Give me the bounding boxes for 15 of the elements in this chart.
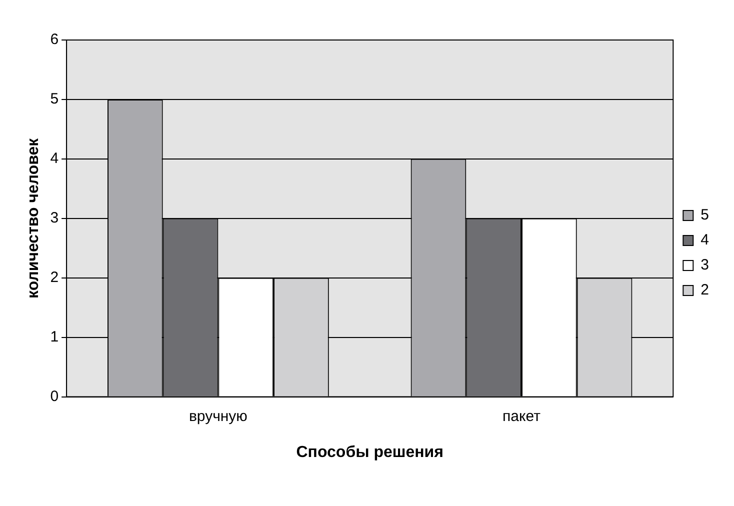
y-tick-label: 4 bbox=[50, 150, 59, 168]
legend-label: 2 bbox=[700, 282, 709, 299]
y-tick-label: 5 bbox=[50, 90, 59, 108]
legend-label: 4 bbox=[700, 232, 709, 249]
y-tick-label: 1 bbox=[50, 328, 59, 346]
x-tick-label: пакет bbox=[502, 408, 541, 425]
y-axis-title: количество человек bbox=[25, 137, 42, 298]
y-tick-label: 6 bbox=[50, 31, 59, 48]
y-tick-label: 3 bbox=[50, 210, 59, 227]
legend-label: 5 bbox=[700, 206, 709, 224]
y-tick-label: 0 bbox=[50, 388, 59, 405]
x-axis-title: Способы решения bbox=[296, 444, 444, 461]
y-tick-label: 2 bbox=[50, 269, 59, 286]
x-tick-label: вручную bbox=[188, 408, 248, 425]
legend-label: 3 bbox=[700, 256, 709, 274]
